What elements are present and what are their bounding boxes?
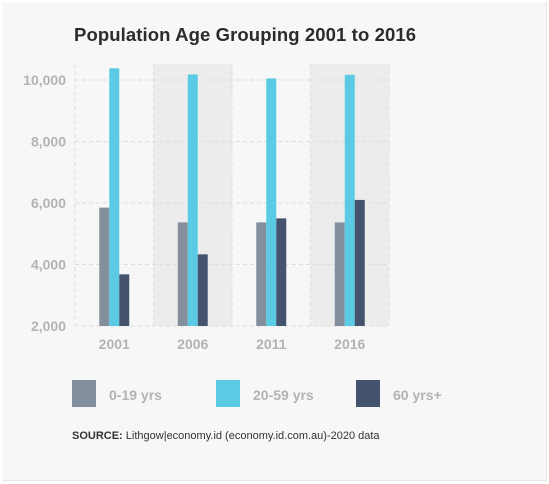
- x-tick-label: 2001: [99, 336, 130, 352]
- bar-60-yrs--2011: [276, 218, 287, 326]
- bar-0-19-yrs-2016: [334, 222, 345, 326]
- legend-swatch-0-19: [72, 380, 96, 407]
- chart-plot: 2,000 4,000 6,000 8,000 10,000 2001 2006 2011 20…: [23, 64, 390, 352]
- y-tick-label: 2,000: [31, 318, 66, 334]
- legend-swatch-20-59: [216, 380, 240, 407]
- bar-20-59-yrs-2016: [344, 74, 355, 327]
- bar-60-yrs--2001: [119, 274, 130, 326]
- legend-label-20-59: 20-59 yrs: [253, 387, 314, 403]
- y-tick-label: 6,000: [31, 195, 66, 211]
- source-text: Lithgow|economy.id (economy.id.com.au)-2…: [125, 430, 380, 442]
- chart-title: Population Age Grouping 2001 to 2016: [74, 24, 417, 45]
- source-note: SOURCE: Lithgow|economy.id (economy.id.c…: [72, 430, 380, 442]
- bar-0-19-yrs-2011: [256, 222, 267, 326]
- x-tick-label: 2011: [256, 336, 287, 352]
- y-tick-label: 8,000: [31, 134, 66, 150]
- bar-0-19-yrs-2006: [177, 222, 188, 326]
- bar-20-59-yrs-2006: [187, 74, 198, 326]
- legend-swatch-60-plus: [356, 380, 380, 407]
- x-tick-label: 2016: [334, 336, 365, 352]
- bar-20-59-yrs-2001: [109, 68, 120, 326]
- y-tick-label: 10,000: [23, 72, 66, 88]
- y-tick-label: 4,000: [31, 257, 66, 273]
- legend-label-60-plus: 60 yrs+: [393, 387, 442, 403]
- bar-0-19-yrs-2001: [99, 207, 110, 326]
- bar-20-59-yrs-2011: [266, 78, 277, 327]
- legend-label-0-19: 0-19 yrs: [109, 387, 162, 403]
- source-label: SOURCE:: [72, 430, 123, 442]
- bar-60-yrs--2006: [197, 254, 208, 326]
- x-tick-label: 2006: [177, 336, 208, 352]
- bar-60-yrs--2016: [354, 199, 365, 326]
